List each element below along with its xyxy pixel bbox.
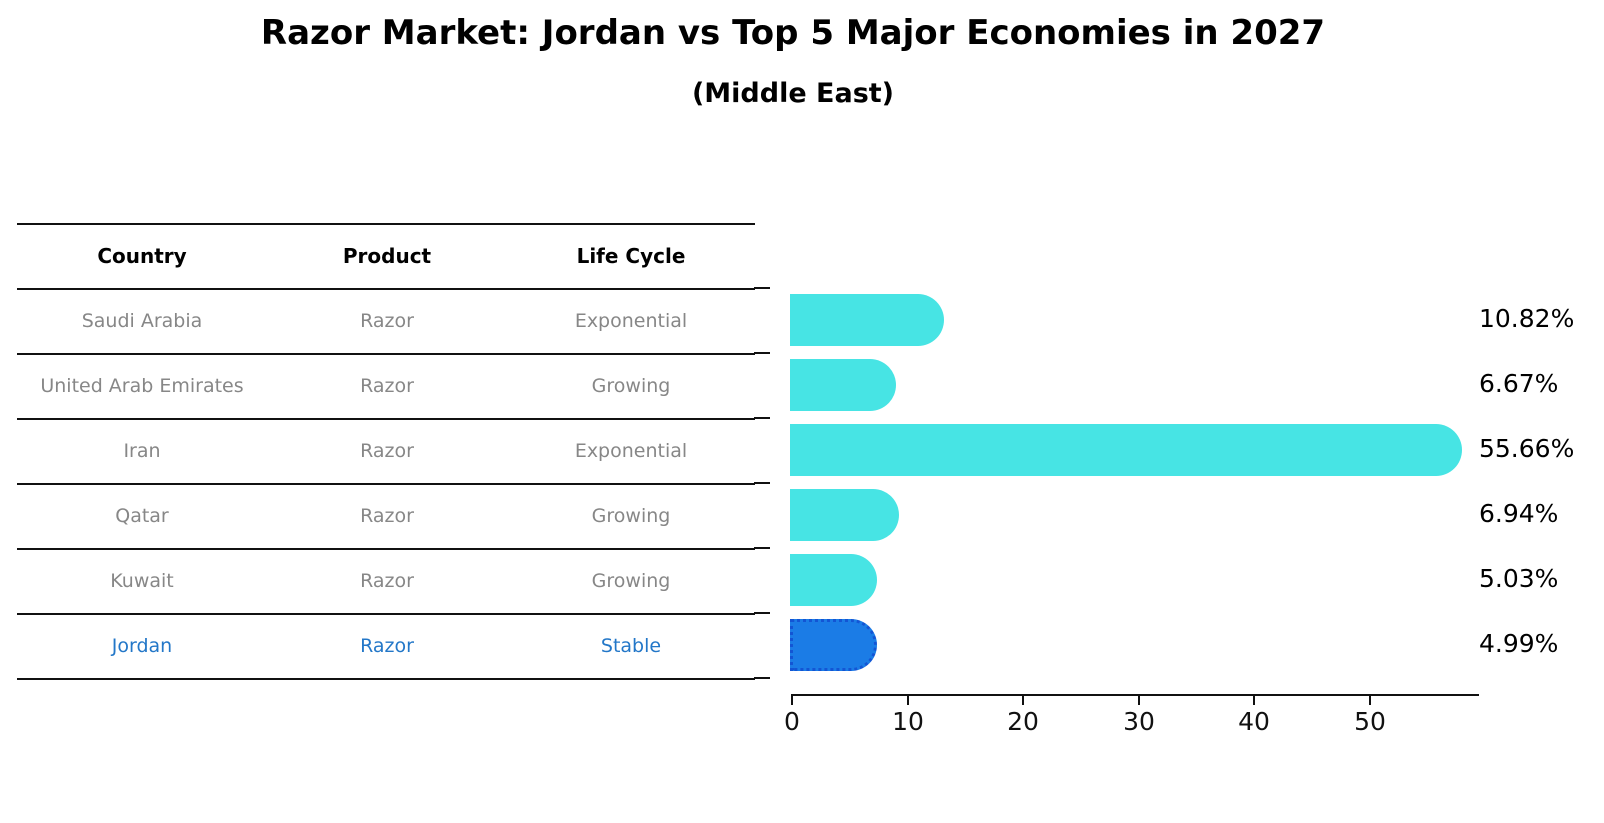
- cell-product: Razor: [360, 504, 414, 527]
- table-row: Kuwait Razor Growing: [17, 548, 755, 613]
- x-axis-tick-label: 10: [892, 707, 924, 736]
- bar-saudi-arabia: [790, 294, 944, 346]
- value-label: 6.94%: [1479, 499, 1559, 528]
- y-axis-tick: [754, 482, 770, 484]
- y-axis-tick: [754, 677, 770, 679]
- x-axis-tick-label: 40: [1238, 707, 1270, 736]
- table-header-life-cycle: Life Cycle: [576, 243, 686, 268]
- cell-life-cycle: Growing: [591, 374, 671, 397]
- cell-country: Jordan: [111, 634, 173, 657]
- value-label: 5.03%: [1479, 564, 1559, 593]
- cell-country: Kuwait: [110, 569, 174, 592]
- bar-qatar: [790, 489, 900, 541]
- table-header-country: Country: [97, 243, 187, 268]
- value-label: 10.82%: [1479, 304, 1575, 333]
- value-label: 6.67%: [1479, 369, 1559, 398]
- bar-kuwait: [790, 554, 878, 606]
- cell-product: Razor: [360, 309, 414, 332]
- y-axis-tick: [754, 612, 770, 614]
- chart-subtitle: (Middle East): [691, 78, 895, 109]
- cell-life-cycle: Growing: [591, 569, 671, 592]
- table-divider: [17, 613, 755, 615]
- table-divider: [17, 223, 755, 225]
- bar-united-arab-emirates: [790, 359, 897, 411]
- table-divider: [17, 418, 755, 420]
- bar-jordan: [790, 619, 877, 671]
- x-axis-tick: [1138, 694, 1140, 705]
- y-axis-tick: [754, 352, 770, 354]
- x-axis-tick: [1022, 694, 1024, 705]
- table-divider: [17, 548, 755, 550]
- cell-life-cycle: Growing: [591, 504, 671, 527]
- cell-life-cycle: Stable: [600, 634, 662, 657]
- x-axis-tick: [791, 694, 793, 705]
- table-divider: [17, 678, 755, 680]
- table-row-jordan: Jordan Razor Stable: [17, 613, 755, 678]
- cell-product: Razor: [360, 634, 414, 657]
- chart-title: Razor Market: Jordan vs Top 5 Major Econ…: [260, 13, 1326, 53]
- table-row: Saudi Arabia Razor Exponential: [17, 288, 755, 353]
- table-header-row: Country Product Life Cycle: [17, 223, 755, 288]
- x-axis-tick-label: 0: [784, 707, 800, 736]
- cell-product: Razor: [360, 569, 414, 592]
- table-divider: [17, 288, 755, 290]
- value-label: 4.99%: [1479, 629, 1559, 658]
- table-divider: [17, 483, 755, 485]
- table-row: Iran Razor Exponential: [17, 418, 755, 483]
- cell-life-cycle: Exponential: [574, 309, 688, 332]
- cell-country: United Arab Emirates: [40, 374, 244, 397]
- comparison-table: Country Product Life Cycle Saudi Arabia …: [17, 223, 755, 680]
- value-label: 55.66%: [1479, 434, 1575, 463]
- x-axis-tick-label: 50: [1354, 707, 1386, 736]
- table-row: United Arab Emirates Razor Growing: [17, 353, 755, 418]
- cell-product: Razor: [360, 439, 414, 462]
- x-axis-tick-label: 20: [1007, 707, 1039, 736]
- cell-product: Razor: [360, 374, 414, 397]
- y-axis-tick: [754, 417, 770, 419]
- y-axis-tick: [754, 547, 770, 549]
- table-header-product: Product: [342, 243, 432, 268]
- x-axis-tick: [907, 694, 909, 705]
- table-divider: [17, 353, 755, 355]
- x-axis-line: [791, 694, 1479, 696]
- cell-life-cycle: Exponential: [574, 439, 688, 462]
- cell-country: Saudi Arabia: [81, 309, 203, 332]
- cell-country: Iran: [123, 439, 161, 462]
- x-axis-tick-label: 30: [1123, 707, 1155, 736]
- x-axis-tick: [1369, 694, 1371, 705]
- x-axis-tick: [1253, 694, 1255, 705]
- y-axis-tick: [754, 287, 770, 289]
- table-row: Qatar Razor Growing: [17, 483, 755, 548]
- bar-iran: [790, 424, 1462, 476]
- cell-country: Qatar: [115, 504, 169, 527]
